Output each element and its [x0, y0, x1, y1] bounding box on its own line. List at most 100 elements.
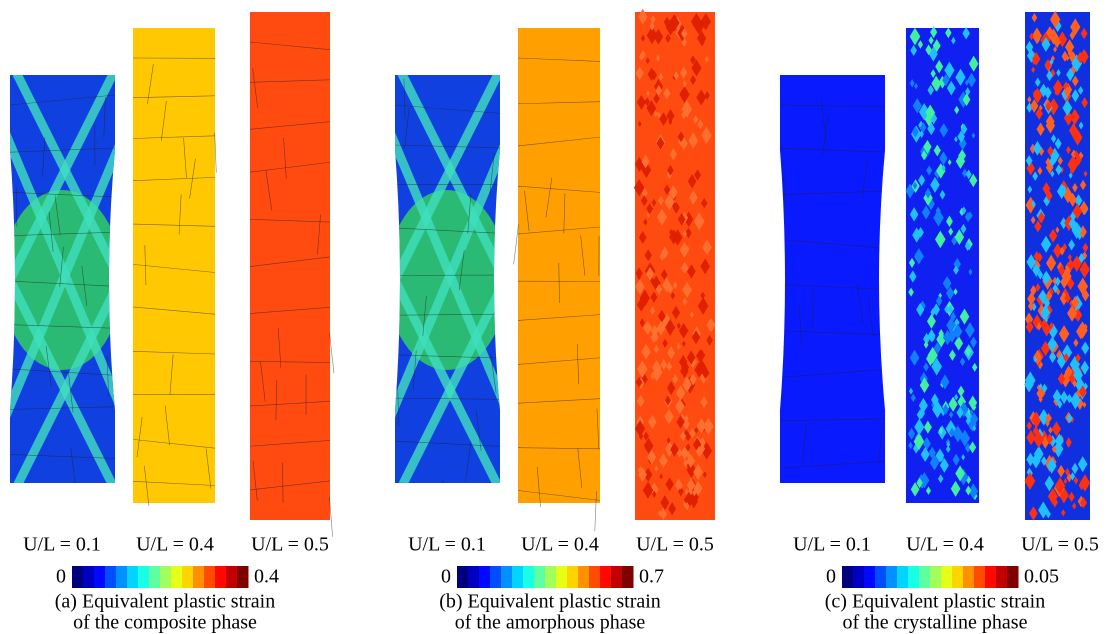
strain-spot — [959, 357, 966, 367]
strain-spot — [1073, 150, 1079, 159]
strain-spot — [1069, 108, 1080, 126]
grain-boundary — [249, 480, 331, 491]
strain-spot — [1039, 83, 1048, 98]
colorbar-swatch — [556, 566, 568, 588]
strain-spot — [678, 482, 683, 490]
grain-boundary — [132, 95, 216, 98]
grain-boundary — [867, 296, 874, 337]
strain-spot — [664, 395, 671, 406]
strain-spot — [649, 306, 656, 315]
strain-spot — [684, 488, 689, 496]
grain-boundary — [249, 256, 331, 267]
strain-spot — [1031, 411, 1042, 429]
strain-spot — [681, 100, 693, 118]
strain-spot — [636, 360, 648, 379]
grain-boundary — [397, 385, 400, 426]
strain-spot — [925, 44, 932, 56]
grain-boundary — [249, 219, 331, 223]
grain-boundary — [10, 406, 115, 410]
strain-spot — [669, 148, 678, 161]
colorbar-min: 0 — [56, 566, 66, 588]
strain-spot — [1046, 433, 1054, 445]
strain-spot — [1080, 27, 1088, 40]
strain-spot — [964, 241, 971, 252]
strain-spot — [660, 495, 670, 511]
strain-spot — [637, 8, 648, 25]
strain-spot — [945, 27, 952, 39]
strain-spot — [941, 164, 946, 172]
strain-spot — [693, 481, 703, 496]
strain-spot — [638, 231, 647, 244]
colorbar-swatch — [952, 566, 964, 588]
strain-spot — [946, 80, 956, 96]
strain-spot — [665, 477, 674, 492]
strain-spot — [1037, 270, 1044, 280]
grain-boundary — [249, 440, 331, 447]
strain-spot — [1079, 179, 1087, 191]
strain-spot — [911, 126, 919, 138]
colorbar-swatch — [908, 566, 920, 588]
strain-spot — [1055, 226, 1060, 234]
strain-spot — [693, 212, 705, 231]
shear-band — [395, 75, 500, 303]
strain-spot — [696, 89, 707, 106]
strain-spot — [1071, 462, 1079, 475]
strain-spot — [965, 87, 971, 97]
strain-spot — [694, 169, 702, 181]
grain-boundary — [329, 333, 335, 374]
strain-spot — [645, 267, 655, 281]
strain-spot — [907, 427, 916, 440]
strain-spot — [653, 110, 658, 117]
strain-spot — [942, 329, 953, 346]
strain-spot — [700, 258, 710, 275]
strain-spot — [939, 457, 949, 473]
grain-boundary — [132, 223, 216, 227]
grain-boundary — [282, 462, 284, 503]
colorbar-swatch — [963, 566, 975, 588]
colorbar-swatch — [457, 566, 469, 588]
grain-boundary — [820, 99, 827, 140]
shear-band — [395, 257, 500, 483]
strain-spot — [954, 136, 958, 143]
strain-spot — [1036, 122, 1045, 136]
strain-spot — [1066, 393, 1073, 404]
specimen — [250, 12, 330, 520]
grain-boundary — [68, 372, 74, 413]
strain-spot — [960, 123, 968, 135]
strain-spot — [1034, 77, 1041, 88]
strain-spot — [946, 286, 955, 301]
strain-spot — [1047, 336, 1058, 353]
strain-spot — [696, 349, 704, 363]
shear-band — [10, 75, 115, 303]
strain-spot — [935, 230, 946, 249]
grain-boundary — [558, 263, 560, 304]
strain-label: U/L = 0.5 — [1021, 534, 1099, 556]
strain-spot — [1026, 429, 1036, 446]
colorbar-swatch — [94, 566, 106, 588]
grain-boundary — [144, 245, 147, 286]
strain-spot — [1048, 228, 1058, 243]
strain-spot — [675, 398, 685, 415]
strain-spot — [638, 432, 644, 441]
strain-spot — [1050, 10, 1061, 29]
strain-spot — [1066, 67, 1075, 82]
strain-spot — [969, 409, 974, 416]
strain-spot — [1071, 255, 1082, 272]
grain-boundary — [10, 147, 115, 153]
strain-spot — [947, 159, 952, 166]
caption: (b) Equivalent plastic strain — [439, 591, 661, 613]
grain-boundary — [563, 193, 566, 234]
colorbar-swatch — [611, 566, 623, 588]
grain-boundary — [780, 330, 885, 336]
strain-spot — [698, 19, 703, 27]
grain-boundary — [183, 137, 187, 178]
strain-spot — [1038, 501, 1049, 519]
strain-spot — [1027, 96, 1032, 103]
grain-boundary — [249, 360, 331, 363]
caption: of the amorphous phase — [455, 612, 646, 634]
grain-boundary — [441, 480, 444, 483]
strain-spot — [1080, 496, 1087, 509]
strain-spot — [1064, 292, 1071, 304]
strain-spot — [635, 278, 645, 295]
